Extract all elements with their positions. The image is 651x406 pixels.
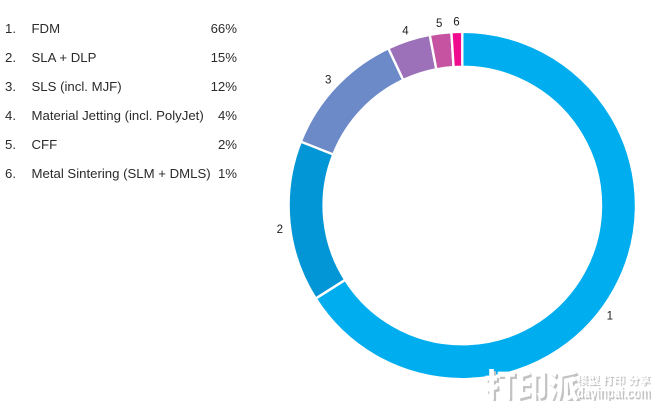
slice-number-label: 5 [436,18,442,30]
legend-row-label: SLA + DLP [32,50,97,65]
legend-row: 5. CFF 2% [5,137,237,152]
legend-row-number: 4. [5,108,16,123]
legend-row-number: 5. [5,137,16,152]
legend-row: 6. Metal Sintering (SLM + DMLS) 1% [5,166,237,181]
legend-row-value: 66% [211,21,237,36]
legend-row-value: 12% [211,79,237,94]
donut-slices: FDM 66%SLA + DLP 15%SLS (incl. MJF) 12%M… [289,32,636,379]
legend-row-value: 1% [218,166,237,181]
watermark-site: dayinpai.com dayinpai.com [577,385,651,401]
legend-row: 3. SLS (incl. MJF) 12% [5,79,237,94]
legend-row-label: FDM [32,21,61,36]
donut-slice-3[interactable]: SLS (incl. MJF) 12% [301,48,403,154]
legend-row-value: 2% [218,137,237,152]
slice-number-label: 4 [402,26,409,38]
legend-row-label: SLS (incl. MJF) [32,79,122,94]
legend-row-label: CFF [32,137,58,152]
legend-row-value: 15% [211,50,237,65]
donut-slice-2[interactable]: SLA + DLP 15% [289,142,346,299]
legend-row-label: Material Jetting (incl. PolyJet) [32,108,204,123]
legend-row-number: 6. [5,166,16,181]
slice-number-label: 2 [277,224,283,236]
svg-text:dayinpai.com: dayinpai.com [577,385,651,401]
watermark: dayinpai.com dayinpai.com [483,368,651,401]
legend-row-value: 4% [218,108,237,123]
legend-row: 2. SLA + DLP 15% [5,50,237,65]
legend-row-number: 1. [5,21,16,36]
legend-row-number: 3. [5,79,16,94]
legend-row: 4. Material Jetting (incl. PolyJet) 4% [5,108,237,123]
legend-row-label: Metal Sintering (SLM + DMLS) [32,166,211,181]
slice-number-label: 6 [453,17,459,29]
donut-slice-6[interactable]: Metal Sintering (SLM + DMLS) 1% [451,32,462,67]
legend-row: 1. FDM 66% [5,21,237,36]
watermark-logo-icon [485,369,580,401]
legend-row-number: 2. [5,50,16,65]
slice-number-label: 3 [325,75,331,87]
watermark-graphic: dayinpai.com dayinpai.com [483,368,651,401]
slice-number-label: 1 [607,311,613,323]
